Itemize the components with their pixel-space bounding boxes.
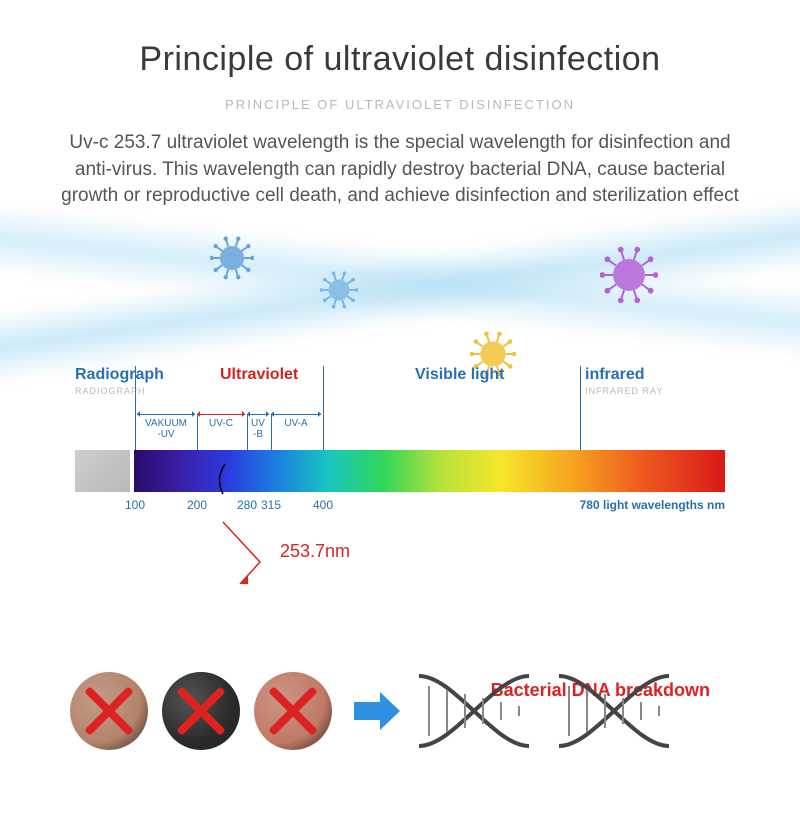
- bacteria-crossed-icon: [254, 672, 332, 750]
- description-text: Uv-c 253.7 ultraviolet wavelength is the…: [60, 130, 740, 210]
- band-label-ultraviolet: Ultraviolet: [220, 366, 298, 384]
- dna-icon: [414, 666, 674, 756]
- subband-label: UV-A: [271, 418, 321, 429]
- subband-row: VAKUUM -UVUV-CUV -BUV-A: [75, 414, 725, 440]
- bacteria-crossed-icon: [162, 672, 240, 750]
- spectrum-diagram: Radiograph RADIOGRAPH Ultraviolet Visibl…: [75, 366, 725, 586]
- subband-label: UV -B: [247, 418, 269, 440]
- spectrum-bar: [75, 450, 725, 492]
- subband-label: UV-C: [197, 418, 245, 429]
- tick-row: [75, 440, 725, 450]
- band-label-radiograph: Radiograph: [75, 366, 164, 384]
- spectrum-xray-block: [75, 450, 130, 492]
- band-label-visible: Visible light: [415, 366, 505, 384]
- bacteria-row: [70, 656, 730, 766]
- wavelength-tick: 100: [125, 498, 145, 512]
- band-label-infrared: infrared: [585, 366, 645, 384]
- virus-icon: [210, 236, 254, 280]
- light-beam-illustration: [0, 216, 800, 366]
- page-subtitle: PRINCIPLE OF ULTRAVIOLET DISINFECTION: [0, 97, 800, 112]
- virus-icon: [600, 246, 658, 304]
- bacteria-crossed-icon: [70, 672, 148, 750]
- arrow-icon: [352, 686, 402, 736]
- callout-wavelength: 253.7nm: [280, 541, 350, 562]
- wavelength-axis: 780 light wavelengths nm 100200280315400: [75, 492, 725, 516]
- band-sublabel-infrared: INFRARED RAY: [585, 386, 663, 396]
- page-title: Principle of ultraviolet disinfection: [0, 40, 800, 79]
- virus-icon: [320, 271, 358, 309]
- axis-right-label: 780 light wavelengths nm: [580, 498, 725, 512]
- subband-label: VAKUUM -UV: [137, 418, 195, 440]
